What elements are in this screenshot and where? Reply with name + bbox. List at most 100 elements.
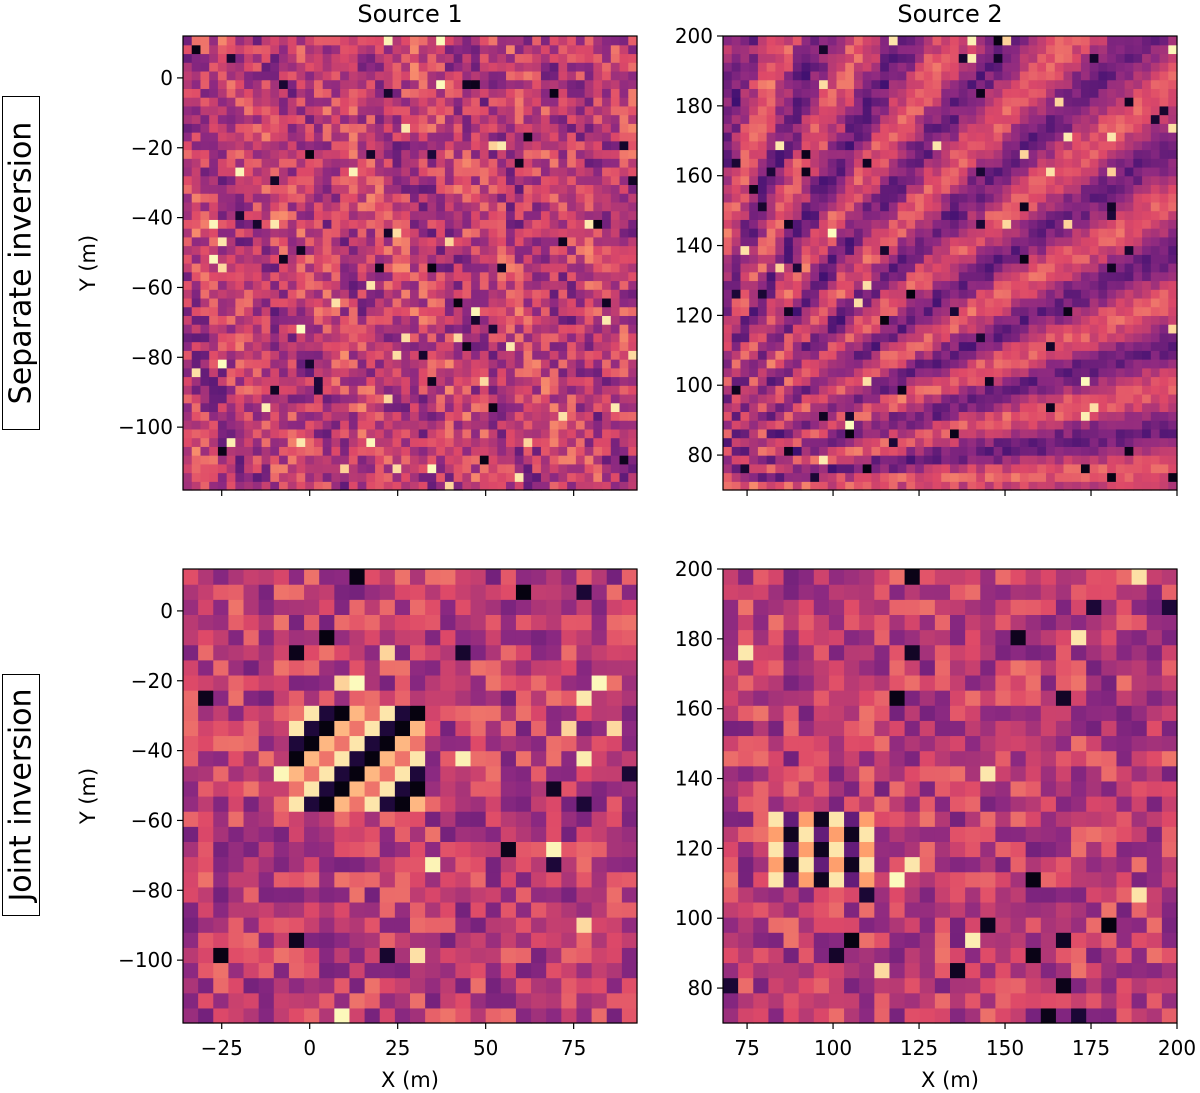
heatmap-cell xyxy=(915,350,925,360)
heatmap-cell xyxy=(244,289,254,299)
heatmap-cell xyxy=(1124,236,1134,247)
heatmap-cell xyxy=(549,132,560,142)
heatmap-cell xyxy=(217,306,228,316)
heatmap-cell xyxy=(1072,166,1082,177)
heatmap-cell xyxy=(775,132,785,142)
heatmap-cell xyxy=(1046,271,1056,282)
heatmap-cell xyxy=(287,271,298,282)
heatmap-cell xyxy=(427,228,437,238)
heatmap-cell xyxy=(558,472,568,482)
heatmap-cell xyxy=(871,193,881,203)
heatmap-cell xyxy=(749,271,759,282)
heatmap-cell xyxy=(1159,437,1169,447)
heatmap-cell xyxy=(871,446,881,456)
heatmap-cell xyxy=(305,175,315,186)
heatmap-cell xyxy=(479,367,490,378)
heatmap-cell xyxy=(444,70,455,81)
heatmap-cell xyxy=(383,367,394,378)
heatmap-cell xyxy=(506,263,516,273)
heatmap-cell xyxy=(252,105,263,116)
heatmap-cell xyxy=(619,97,629,107)
heatmap-cell xyxy=(313,184,324,194)
heatmap-cell xyxy=(244,420,254,430)
heatmap-cell xyxy=(532,123,542,133)
heatmap-cell xyxy=(853,332,864,343)
heatmap-cell xyxy=(619,140,629,151)
heatmap-cell xyxy=(775,437,785,447)
heatmap-cell xyxy=(357,367,367,378)
heatmap-cell xyxy=(880,463,890,474)
y-tick-label: −60 xyxy=(131,275,173,299)
heatmap-cell xyxy=(915,228,925,238)
heatmap-cell xyxy=(506,140,516,151)
heatmap-cell xyxy=(897,350,907,360)
heatmap-cell xyxy=(383,36,394,46)
heatmap-cell xyxy=(731,201,742,212)
heatmap-cell xyxy=(235,201,245,212)
heatmap-cell xyxy=(392,385,402,395)
heatmap-cell xyxy=(191,393,202,404)
heatmap-cell xyxy=(731,332,742,343)
heatmap-cell xyxy=(383,455,394,465)
heatmap-cell xyxy=(575,228,586,238)
heatmap-cell xyxy=(967,114,977,124)
heatmap-cell xyxy=(383,332,394,343)
heatmap-cell xyxy=(209,210,219,220)
heatmap-cell xyxy=(479,315,490,325)
heatmap-cell xyxy=(322,315,333,325)
heatmap-cell xyxy=(287,393,298,404)
heatmap-cell xyxy=(1089,481,1100,491)
heatmap-cell xyxy=(191,359,202,369)
heatmap-cell xyxy=(827,158,838,168)
heatmap-cell xyxy=(740,175,750,186)
heatmap-cell xyxy=(488,455,498,465)
heatmap-cell xyxy=(305,245,315,255)
heatmap-cell xyxy=(906,105,916,116)
heatmap-cell xyxy=(1019,367,1030,378)
heatmap-cell xyxy=(1124,393,1134,404)
heatmap-cell xyxy=(1168,280,1178,290)
heatmap-cell xyxy=(540,149,551,159)
heatmap-cell xyxy=(549,463,560,474)
heatmap-cell xyxy=(1037,437,1047,447)
heatmap-cell xyxy=(731,175,742,186)
heatmap-cell xyxy=(191,376,202,386)
heatmap-cell xyxy=(444,411,455,421)
heatmap-cell xyxy=(549,210,560,220)
heatmap-cell xyxy=(1142,341,1152,351)
heatmap-cell xyxy=(567,376,577,386)
heatmap-cell xyxy=(740,105,750,116)
heatmap-cell xyxy=(453,88,463,98)
heatmap-cell xyxy=(845,359,855,369)
heatmap-cell xyxy=(1168,463,1178,474)
heatmap-cell xyxy=(375,236,385,247)
heatmap-cell xyxy=(1080,332,1091,343)
heatmap-cell xyxy=(392,210,402,220)
heatmap-cell xyxy=(270,463,280,474)
heatmap-cell xyxy=(235,315,245,325)
heatmap-cell xyxy=(444,88,455,98)
heatmap-cell xyxy=(235,149,245,159)
heatmap-cell xyxy=(723,245,733,255)
heatmap-cell xyxy=(348,175,359,186)
heatmap-cell xyxy=(366,88,376,98)
heatmap-cell xyxy=(549,263,560,273)
heatmap-cell xyxy=(1159,149,1169,159)
heatmap-cell xyxy=(1107,393,1117,404)
heatmap-cell xyxy=(1028,149,1038,159)
heatmap-cell xyxy=(540,228,551,238)
heatmap-cell xyxy=(532,245,542,255)
heatmap-cell xyxy=(244,175,254,186)
heatmap-cell xyxy=(313,297,324,308)
heatmap-cell xyxy=(906,306,916,316)
heatmap-cell xyxy=(731,420,742,430)
heatmap-cell xyxy=(279,359,289,369)
heatmap-cell xyxy=(462,158,472,168)
heatmap-cell xyxy=(871,420,881,430)
heatmap-cell xyxy=(1124,184,1134,194)
heatmap-cell xyxy=(183,455,193,465)
heatmap-cell xyxy=(287,376,298,386)
heatmap-cell xyxy=(418,149,429,159)
heatmap-cell xyxy=(1080,175,1091,186)
heatmap-cell xyxy=(1019,254,1030,264)
